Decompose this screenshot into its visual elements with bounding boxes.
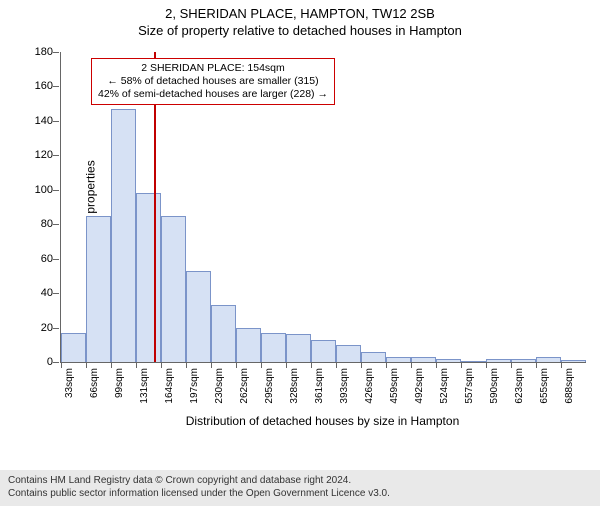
y-tick-label: 0 bbox=[47, 356, 53, 368]
y-tick bbox=[53, 328, 59, 329]
footer-line-2: Contains public sector information licen… bbox=[8, 487, 592, 500]
x-tick bbox=[361, 362, 362, 368]
y-tick bbox=[53, 155, 59, 156]
histogram-bar bbox=[461, 361, 486, 362]
histogram-bar bbox=[336, 345, 361, 362]
x-tick-label: 99sqm bbox=[114, 368, 125, 398]
annotation-box: 2 SHERIDAN PLACE: 154sqm← 58% of detache… bbox=[91, 58, 335, 105]
histogram-bar bbox=[61, 333, 86, 362]
x-tick-label: 164sqm bbox=[164, 368, 175, 404]
plot-area: 02040608010012014016018033sqm66sqm99sqm1… bbox=[60, 52, 586, 363]
x-tick bbox=[436, 362, 437, 368]
annotation-line-1: 2 SHERIDAN PLACE: 154sqm bbox=[98, 62, 328, 75]
x-tick-label: 230sqm bbox=[214, 368, 225, 404]
footer-line-1: Contains HM Land Registry data © Crown c… bbox=[8, 474, 592, 487]
x-tick bbox=[461, 362, 462, 368]
histogram-bar bbox=[111, 109, 136, 362]
x-tick-label: 361sqm bbox=[314, 368, 325, 404]
page-title: 2, SHERIDAN PLACE, HAMPTON, TW12 2SB bbox=[0, 6, 600, 21]
x-tick-label: 33sqm bbox=[64, 368, 75, 398]
annotation-line-3: 42% of semi-detached houses are larger (… bbox=[98, 88, 328, 101]
x-tick-label: 557sqm bbox=[464, 368, 475, 404]
y-tick-label: 60 bbox=[41, 253, 53, 265]
y-tick-label: 120 bbox=[35, 149, 53, 161]
histogram-bar bbox=[236, 328, 261, 362]
y-tick-label: 80 bbox=[41, 218, 53, 230]
x-tick-label: 655sqm bbox=[539, 368, 550, 404]
histogram-bar bbox=[161, 216, 186, 362]
x-tick-label: 623sqm bbox=[514, 368, 525, 404]
y-tick bbox=[53, 190, 59, 191]
x-tick bbox=[111, 362, 112, 368]
histogram-bar bbox=[511, 359, 536, 362]
y-tick-label: 20 bbox=[41, 322, 53, 334]
x-tick bbox=[386, 362, 387, 368]
x-tick-label: 459sqm bbox=[389, 368, 400, 404]
y-tick bbox=[53, 121, 59, 122]
x-tick-label: 492sqm bbox=[414, 368, 425, 404]
x-tick-label: 66sqm bbox=[89, 368, 100, 398]
histogram-bar bbox=[436, 359, 461, 362]
x-tick bbox=[311, 362, 312, 368]
x-tick bbox=[561, 362, 562, 368]
y-tick-label: 160 bbox=[35, 80, 53, 92]
y-tick bbox=[53, 224, 59, 225]
x-tick-label: 426sqm bbox=[364, 368, 375, 404]
x-tick bbox=[511, 362, 512, 368]
histogram-bar bbox=[286, 334, 311, 362]
histogram-bar bbox=[486, 359, 511, 362]
footer: Contains HM Land Registry data © Crown c… bbox=[0, 470, 600, 506]
y-tick-label: 100 bbox=[35, 184, 53, 196]
histogram-bar bbox=[86, 216, 111, 362]
x-axis-label: Distribution of detached houses by size … bbox=[60, 414, 585, 428]
x-tick-label: 688sqm bbox=[564, 368, 575, 404]
histogram-bar bbox=[211, 305, 236, 362]
x-tick-label: 131sqm bbox=[139, 368, 150, 404]
y-tick bbox=[53, 52, 59, 53]
x-tick bbox=[136, 362, 137, 368]
histogram-bar bbox=[261, 333, 286, 362]
x-tick bbox=[86, 362, 87, 368]
x-tick bbox=[261, 362, 262, 368]
histogram-bar bbox=[536, 357, 561, 362]
x-tick bbox=[186, 362, 187, 368]
histogram-bar bbox=[136, 193, 161, 362]
x-tick bbox=[411, 362, 412, 368]
x-tick-label: 328sqm bbox=[289, 368, 300, 404]
x-tick-label: 295sqm bbox=[264, 368, 275, 404]
y-tick bbox=[53, 86, 59, 87]
y-tick bbox=[53, 259, 59, 260]
chart-container: Number of detached properties 0204060801… bbox=[0, 48, 600, 438]
y-tick-label: 40 bbox=[41, 287, 53, 299]
histogram-bar bbox=[411, 357, 436, 362]
x-tick bbox=[236, 362, 237, 368]
x-tick bbox=[211, 362, 212, 368]
histogram-bar bbox=[561, 360, 586, 362]
x-tick-label: 262sqm bbox=[239, 368, 250, 404]
y-tick-label: 180 bbox=[35, 46, 53, 58]
x-tick-label: 524sqm bbox=[439, 368, 450, 404]
x-tick bbox=[486, 362, 487, 368]
histogram-bar bbox=[386, 357, 411, 362]
annotation-line-2: ← 58% of detached houses are smaller (31… bbox=[98, 75, 328, 88]
page-subtitle: Size of property relative to detached ho… bbox=[0, 23, 600, 38]
x-tick bbox=[286, 362, 287, 368]
histogram-bar bbox=[361, 352, 386, 362]
y-tick bbox=[53, 362, 59, 363]
x-tick bbox=[161, 362, 162, 368]
y-tick-label: 140 bbox=[35, 115, 53, 127]
histogram-bar bbox=[311, 340, 336, 362]
x-tick-label: 590sqm bbox=[489, 368, 500, 404]
x-tick-label: 197sqm bbox=[189, 368, 200, 404]
histogram-bar bbox=[186, 271, 211, 362]
x-tick-label: 393sqm bbox=[339, 368, 350, 404]
y-tick bbox=[53, 293, 59, 294]
x-tick bbox=[536, 362, 537, 368]
x-tick bbox=[61, 362, 62, 368]
x-tick bbox=[336, 362, 337, 368]
